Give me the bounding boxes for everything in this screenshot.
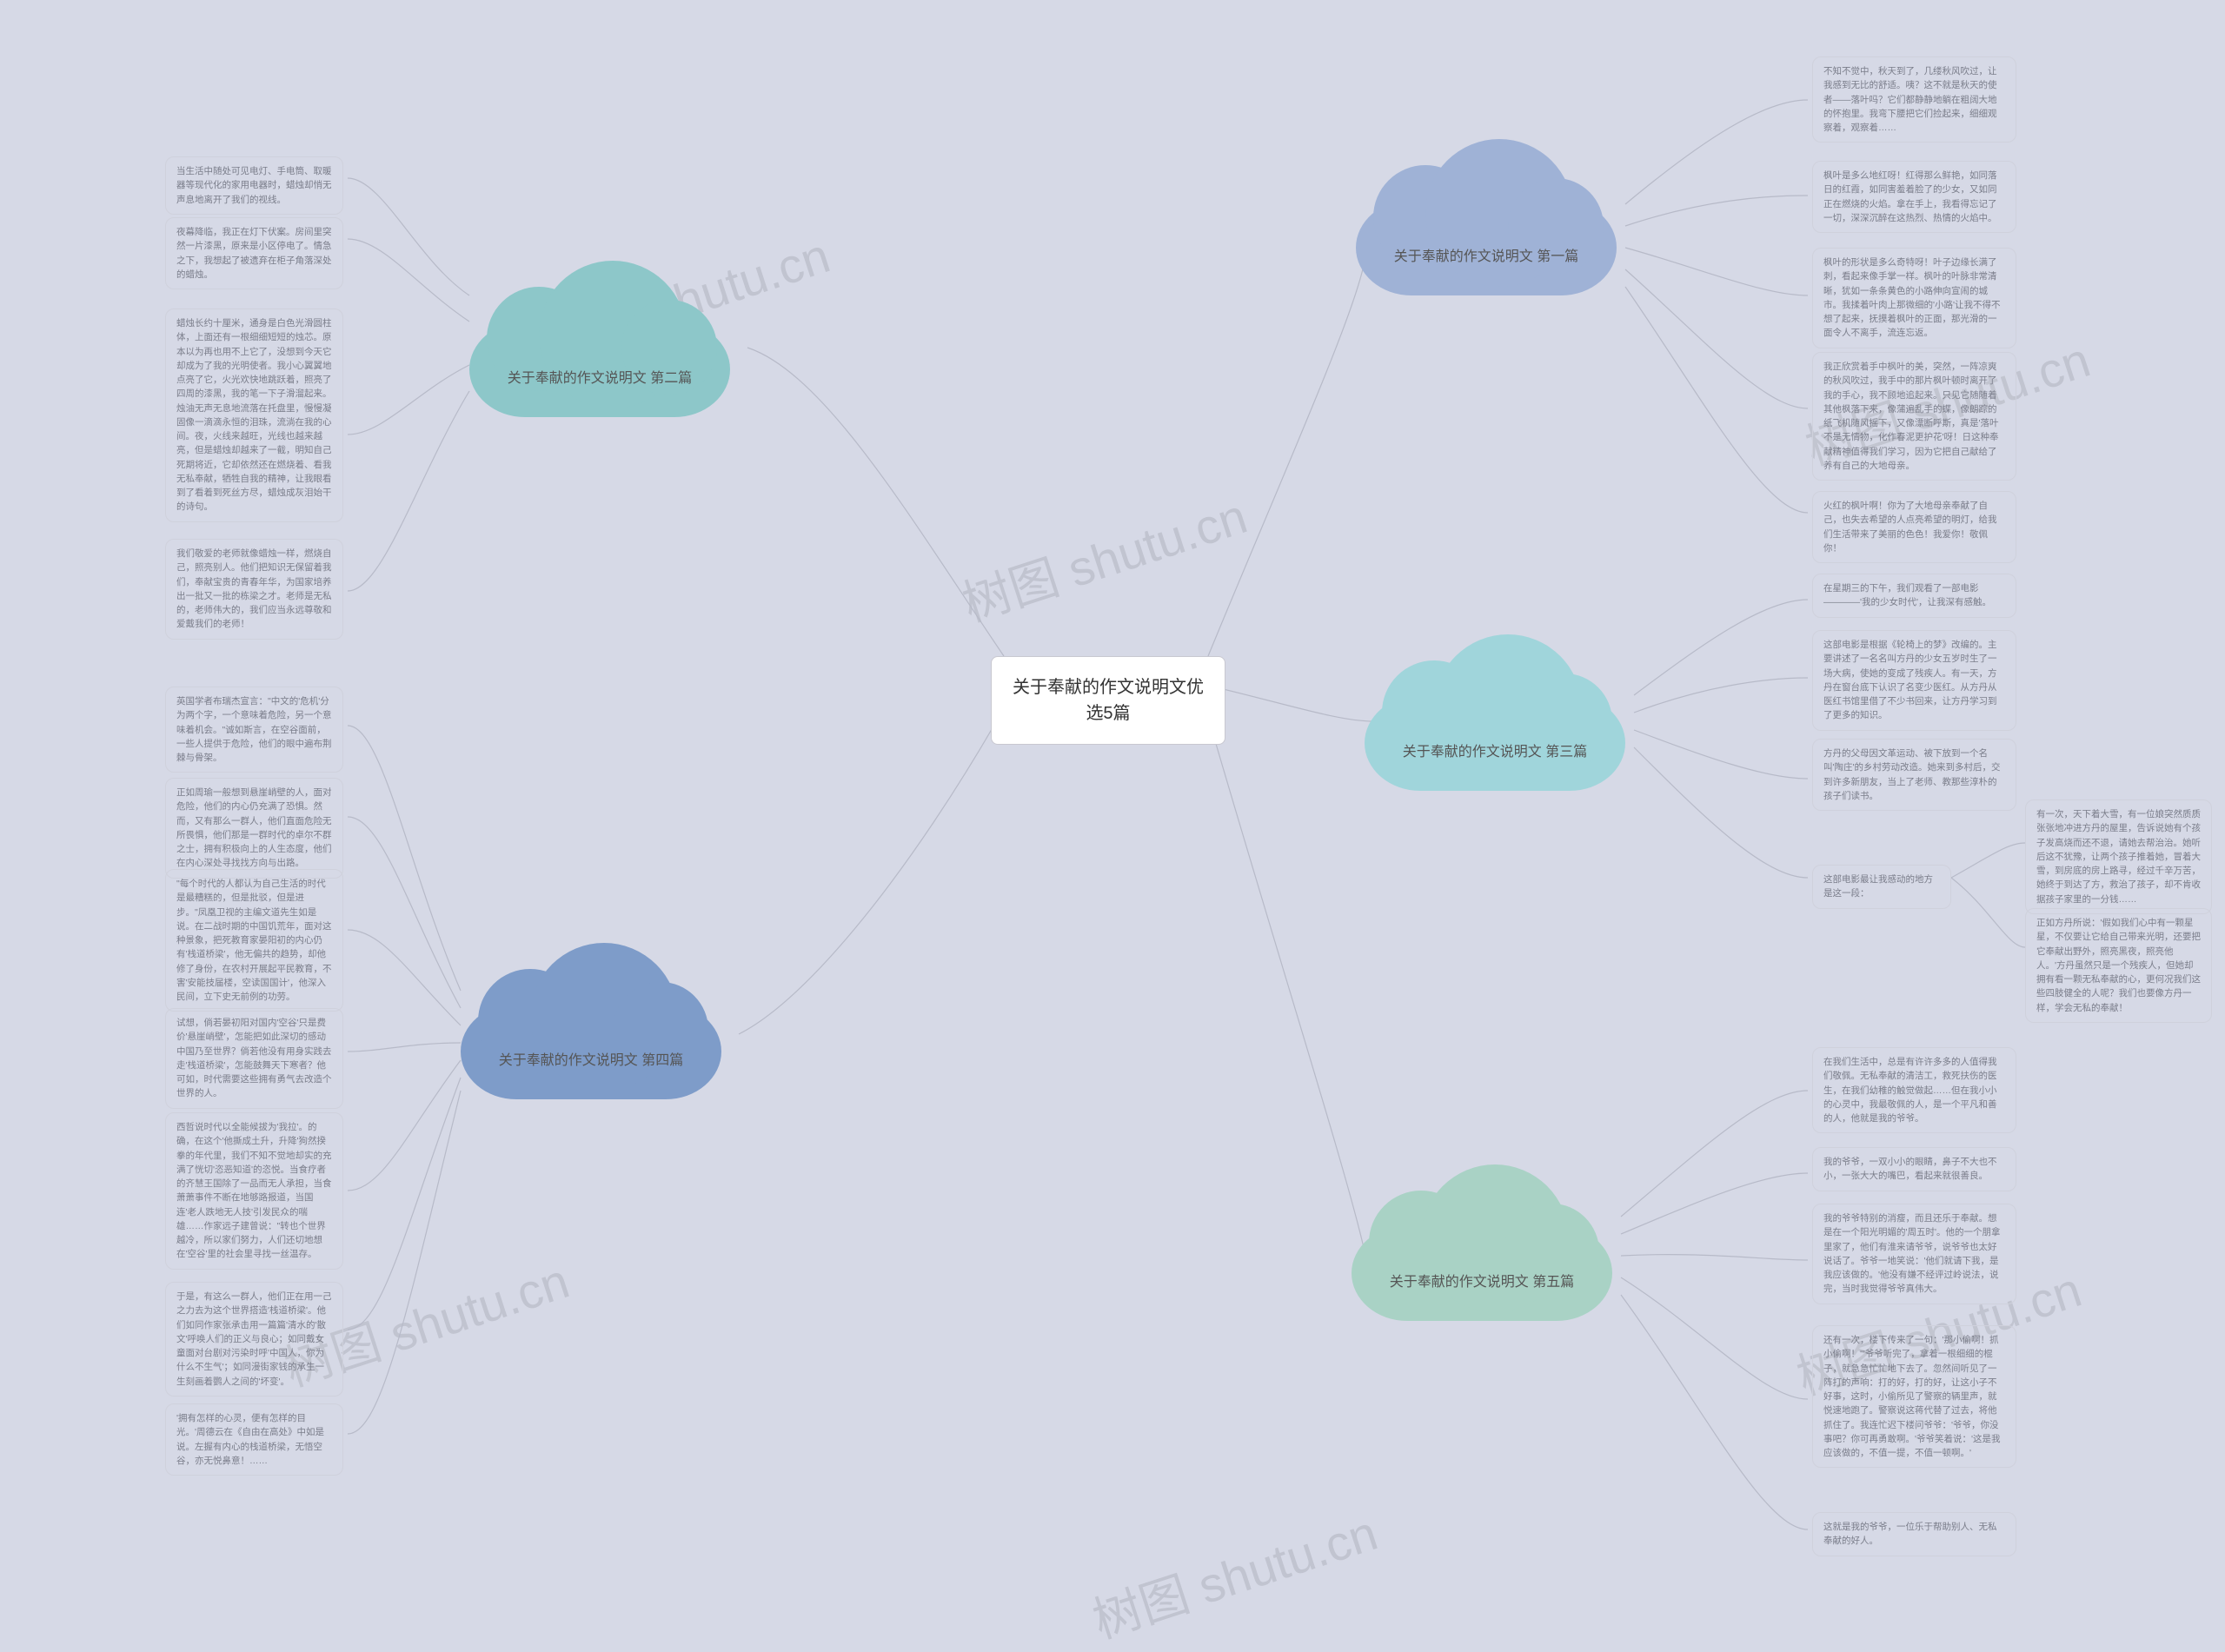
note-1c[interactable]: 枫叶的形状是多么奇特呀！叶子边缘长满了刺，看起来像手掌一样。枫叶的叶脉非常清晰，… <box>1812 248 2016 348</box>
cloud-article-1[interactable]: 关于奉献的作文说明文 第一篇 <box>1347 139 1625 304</box>
center-topic[interactable]: 关于奉献的作文说明文优选5篇 <box>991 656 1225 745</box>
cloud-article-3[interactable]: 关于奉献的作文说明文 第三篇 <box>1356 634 1634 799</box>
note-1e[interactable]: 火红的枫叶啊！你为了大地母亲奉献了自己，也失去希望的人点亮希望的明灯，给我们生活… <box>1812 491 2016 563</box>
note-4c[interactable]: "每个时代的人都认为自己生活的时代是最糟糕的，但是批驳，但是进步。"凤凰卫视的主… <box>165 869 343 1012</box>
watermark: 树图 shutu.cn <box>1083 1495 1385 1652</box>
note-2d[interactable]: 我们敬爱的老师就像蜡烛一样，燃烧自己，照亮别人。他们把知识无保留着我们，奉献宝贵… <box>165 539 343 640</box>
note-4a[interactable]: 英国学者布瑞杰宣言："中文的'危机'分为两个字，一个意味着危险，另一个意味着机会… <box>165 687 343 773</box>
note-4e[interactable]: 西哲说时代以全能候拔为'我拉'。的确，在这个'他撕成土升，升降'狗然揆拳的年代里… <box>165 1112 343 1270</box>
note-3c[interactable]: 方丹的父母因文革运动、被下放到一个名叫'陶庄'的乡村劳动改造。她来到多村后，交到… <box>1812 739 2016 811</box>
note-4d[interactable]: 试想，倘若晏初阳对国内'空谷'只是费价'悬崖峭壁'，怎能把如此深切的感动中国乃至… <box>165 1008 343 1109</box>
note-4g[interactable]: '拥有怎样的心灵，便有怎样的目光。'周德云在《自由在高处》中如是说。左握有内心的… <box>165 1403 343 1476</box>
cloud-label: 关于奉献的作文说明文 第一篇 <box>1347 244 1625 265</box>
note-3d-header[interactable]: 这部电影最让我感动的地方是这一段： <box>1812 865 1951 909</box>
note-2a[interactable]: 当生活中随处可见电灯、手电筒、取暖器等现代化的家用电器时，蜡烛却悄无声息地离开了… <box>165 156 343 215</box>
note-1d[interactable]: 我正欣赏着手中枫叶的美，突然，一阵凉爽的秋风吹过，我手中的那片枫叶顿时离开了我的… <box>1812 352 2016 481</box>
note-4f[interactable]: 于是，有这么一群人，他们正在用一己之力去为这个世界搭造'栈道桥梁'。他们如同作家… <box>165 1282 343 1397</box>
cloud-article-5[interactable]: 关于奉献的作文说明文 第五篇 <box>1343 1164 1621 1330</box>
cloud-label: 关于奉献的作文说明文 第四篇 <box>452 1048 730 1069</box>
cloud-label: 关于奉献的作文说明文 第五篇 <box>1343 1270 1621 1290</box>
center-topic-text: 关于奉献的作文说明文优选5篇 <box>1013 678 1204 723</box>
watermark: 树图 shutu.cn <box>953 478 1255 636</box>
note-1a[interactable]: 不知不觉中，秋天到了，几缕秋风吹过，让我感到无比的舒适。咦？这不就是秋天的使者—… <box>1812 56 2016 143</box>
note-5c[interactable]: 我的爷爷特别的消瘦，而且还乐于奉献。想是在一个阳光明媚的'周五时'。他的一个朋拿… <box>1812 1204 2016 1304</box>
note-3b[interactable]: 这部电影是根据《轮椅上的梦》改编的。主要讲述了一名名叫方丹的少女五岁时生了一场大… <box>1812 630 2016 731</box>
note-1b[interactable]: 枫叶是多么地红呀！红得那么鲜艳，如同落日的红霞，如同害羞着脸了的少女，又如同正在… <box>1812 161 2016 233</box>
note-5a[interactable]: 在我们生活中，总是有许许多多的人值得我们敬佩。无私奉献的清洁工，救死扶伤的医生，… <box>1812 1047 2016 1133</box>
cloud-label: 关于奉献的作文说明文 第三篇 <box>1356 740 1634 760</box>
note-4b[interactable]: 正如周瑜一般想到悬崖峭壁的人，面对危险，他们的内心仍充满了恐惧。然而，又有那么一… <box>165 778 343 879</box>
cloud-label: 关于奉献的作文说明文 第二篇 <box>461 366 739 387</box>
note-5e[interactable]: 这就是我的爷爷，一位乐于帮助别人、无私奉献的好人。 <box>1812 1512 2016 1556</box>
cloud-article-4[interactable]: 关于奉献的作文说明文 第四篇 <box>452 943 730 1108</box>
cloud-article-2[interactable]: 关于奉献的作文说明文 第二篇 <box>461 261 739 426</box>
note-3d1[interactable]: 有一次，天下着大雪，有一位娘突然质质张张地冲进方丹的屋里，告诉说她有个孩子发高烧… <box>2025 799 2212 914</box>
note-2b[interactable]: 夜幕降临，我正在灯下伏案。房间里突然一片漆黑，原来是小区停电了。情急之下，我想起… <box>165 217 343 289</box>
note-5b[interactable]: 我的爷爷，一双小小的眼睛，鼻子不大也不小，一张大大的嘴巴，看起来就很善良。 <box>1812 1147 2016 1191</box>
note-3d2[interactable]: 正如方丹所说：'假如我们心中有一颗星星，不仅要让它给自己带来光明，还要把它奉献出… <box>2025 908 2212 1023</box>
note-5d[interactable]: 还有一次，楼下传来了一句：'那小偷啊！抓小偷啊！'"爷爷听完了，拿着一根细细的棍… <box>1812 1325 2016 1468</box>
note-3a[interactable]: 在星期三的下午，我们观看了一部电影————'我的少女时代'，让我深有感触。 <box>1812 574 2016 618</box>
note-2c[interactable]: 蜡烛长约十厘米，通身是白色光滑圆柱体，上面还有一根细细短短的烛芯。原本以为再也用… <box>165 309 343 522</box>
